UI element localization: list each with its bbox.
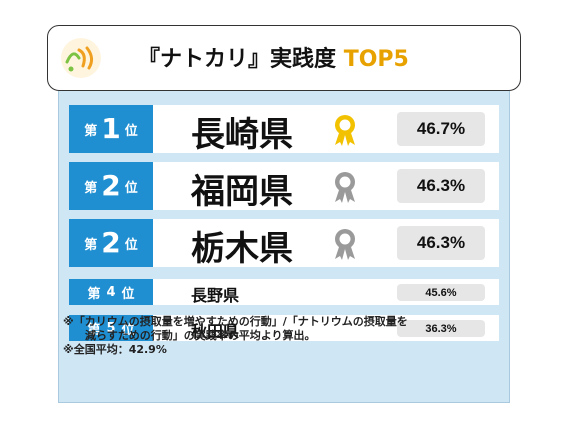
- rank-prefix: 第: [87, 286, 101, 302]
- ranking-row-2: 第 2 位 福岡県 46.3%: [69, 162, 499, 212]
- prefecture-name: 栃木県: [191, 229, 293, 269]
- prefecture-name: 長崎県: [191, 115, 293, 155]
- percent-value: 36.3%: [397, 320, 485, 337]
- prefecture-name: 長野県: [191, 286, 240, 305]
- footnote-line: ※全国平均：42.9%: [63, 343, 167, 356]
- ranking-row-3: 第 2 位 栃木県 46.3%: [69, 219, 499, 269]
- rank-badge: 第 2 位: [69, 219, 153, 267]
- rank-number: 5: [106, 320, 116, 336]
- header: 『ナトカリ』実践度 TOP5: [47, 25, 521, 91]
- ranking-row-1: 第 1 位 長崎県 46.7%: [69, 105, 499, 155]
- rank-badge: 第 1 位: [69, 105, 153, 153]
- percent-value: 46.3%: [397, 226, 485, 260]
- ranking-row-4: 第 4 位 長野県 45.6%: [69, 279, 499, 305]
- natokari-logo: [59, 36, 103, 80]
- rank-number: 4: [106, 284, 116, 300]
- rank-number: 2: [101, 169, 121, 202]
- prefecture-name: 秋田県: [191, 322, 240, 341]
- rank-badge: 第 5 位: [69, 315, 153, 341]
- ranking-panel: 第 1 位 長崎県 46.7% 第 2 位 福岡県: [58, 91, 510, 403]
- silver-medal-icon: [331, 170, 359, 208]
- rank-suffix: 位: [124, 237, 138, 253]
- rank-prefix: 第: [84, 237, 98, 253]
- rank-suffix: 位: [121, 286, 135, 302]
- rank-suffix: 位: [121, 322, 135, 338]
- rank-suffix: 位: [124, 123, 138, 139]
- prefecture-name: 福岡県: [191, 172, 293, 212]
- page-title: 『ナトカリ』実践度 TOP5: [138, 41, 409, 73]
- title-main: 『ナトカリ』実践度: [138, 47, 337, 72]
- rank-badge: 第 4 位: [69, 279, 153, 305]
- footnotes: ※「カリウムの摂取量を増やすための行動」/「ナトリウムの摂取量を 減らすための行…: [63, 315, 493, 357]
- footnote-line: ※「カリウムの摂取量を増やすための行動」/「ナトリウムの摂取量を: [63, 315, 408, 328]
- silver-medal-icon: [331, 227, 359, 265]
- rank-number: 2: [101, 226, 121, 259]
- rank-number: 1: [101, 112, 121, 145]
- rank-badge: 第 2 位: [69, 162, 153, 210]
- rank-prefix: 第: [84, 180, 98, 196]
- ranking-row-5: 第 5 位 秋田県 36.3%: [69, 315, 499, 341]
- title-accent: TOP5: [343, 47, 409, 72]
- rank-prefix: 第: [84, 123, 98, 139]
- rank-suffix: 位: [124, 180, 138, 196]
- percent-value: 45.6%: [397, 284, 485, 301]
- rank-prefix: 第: [87, 322, 101, 338]
- footnote-line: 減らすための行動」の実践率の平均より算出。: [85, 329, 316, 342]
- gold-medal-icon: [331, 113, 359, 151]
- percent-value: 46.3%: [397, 169, 485, 203]
- percent-value: 46.7%: [397, 112, 485, 146]
- ranking-card: 『ナトカリ』実践度 TOP5 第 1 位 長崎県 46.7%: [47, 25, 523, 403]
